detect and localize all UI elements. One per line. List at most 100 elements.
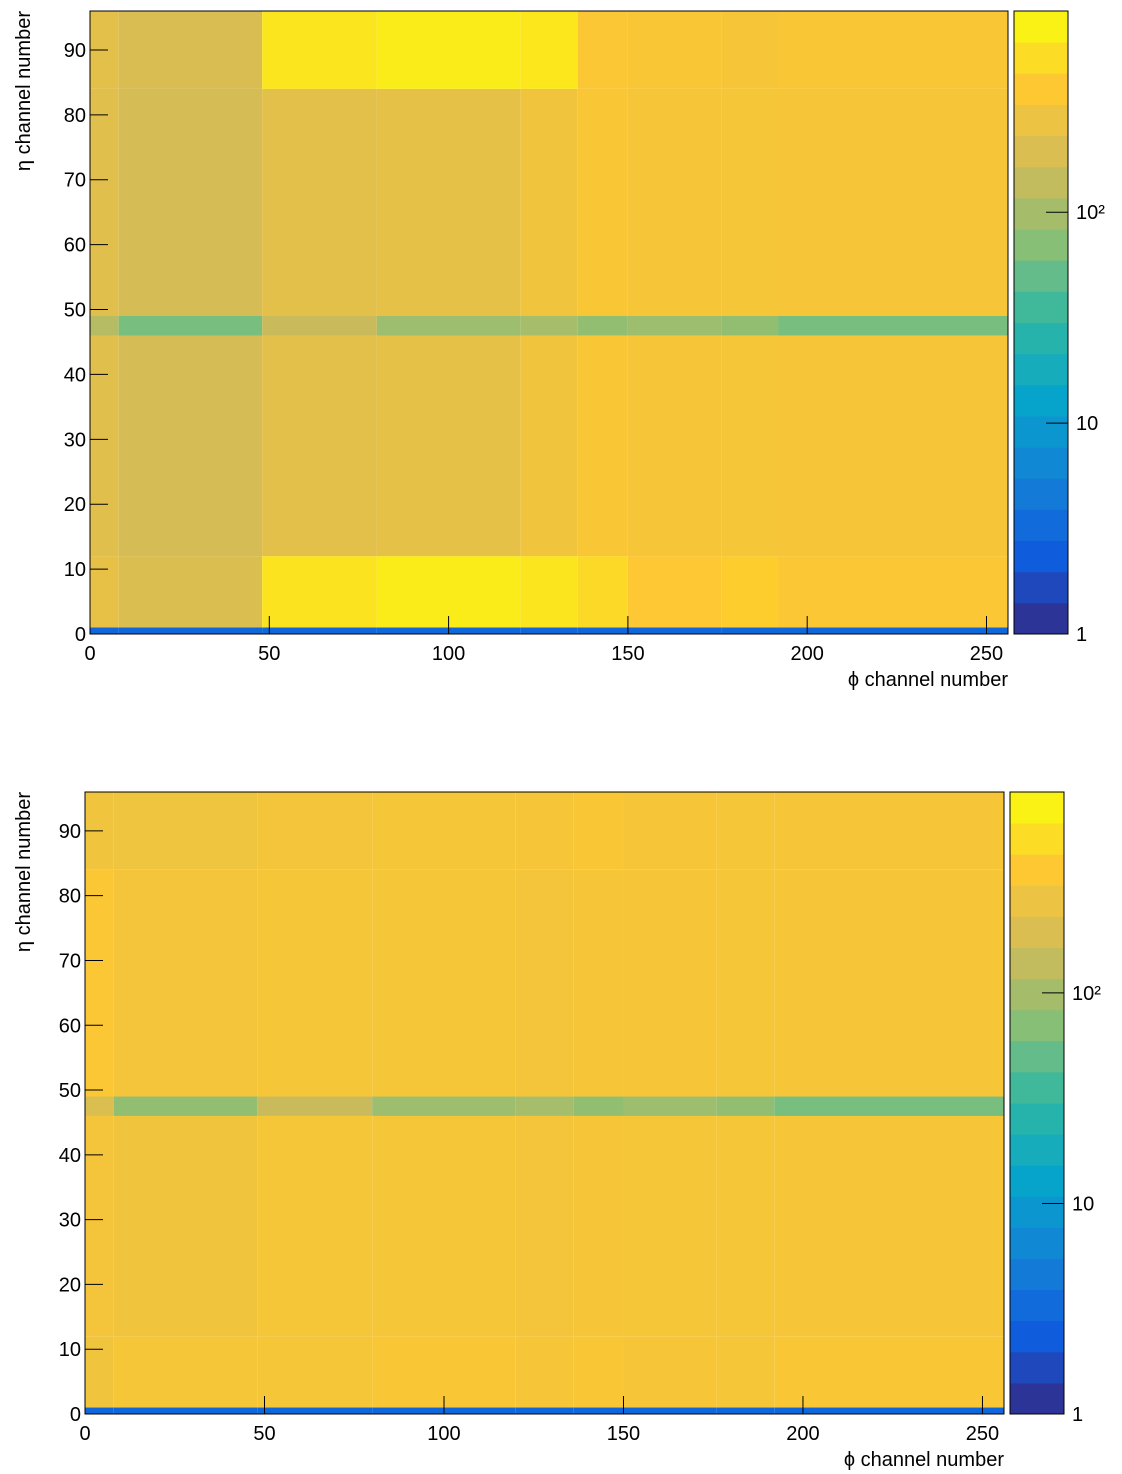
heatmap-cell xyxy=(376,88,521,317)
heatmap-cell xyxy=(721,335,779,557)
colorbar-band xyxy=(1010,1227,1064,1259)
heatmap-cell xyxy=(627,88,722,317)
heatmap-cell xyxy=(113,1096,258,1116)
heatmap-cell xyxy=(520,556,578,628)
colorbar-band xyxy=(1014,415,1068,448)
heatmap-cell xyxy=(716,869,775,1097)
heatmap-cell xyxy=(262,11,377,89)
heatmap-cell xyxy=(90,556,119,628)
x-axis-title: ϕ channel number xyxy=(848,669,1009,691)
colorbar-tick-label: 1 xyxy=(1076,624,1087,646)
colorbar-frame xyxy=(1009,791,1065,1415)
x-tick-label: 0 xyxy=(79,1423,90,1445)
heatmap-cell xyxy=(573,792,624,870)
heatmap-cell xyxy=(774,792,1004,870)
x-tick-label: 150 xyxy=(611,643,644,665)
y-tick-label: 20 xyxy=(59,1274,81,1296)
colorbar-band xyxy=(1010,854,1064,886)
heatmap-cell xyxy=(85,1115,114,1337)
heatmap-cell xyxy=(90,316,119,336)
heatmap-cell xyxy=(257,869,373,1097)
heatmap-cell xyxy=(778,88,1008,317)
x-axis-title: ϕ channel number xyxy=(844,1449,1005,1471)
colorbar-band xyxy=(1014,42,1068,74)
colorbar-band xyxy=(1010,792,1064,824)
heatmap-cell xyxy=(376,556,521,628)
heatmap-cell xyxy=(515,1407,574,1414)
heatmap-cell xyxy=(262,627,377,634)
y-tick-label: 30 xyxy=(64,429,86,451)
heatmap-cell xyxy=(623,1115,717,1337)
colorbar-band xyxy=(1014,229,1068,261)
heatmap-cell xyxy=(721,316,779,336)
heatmap-cell xyxy=(257,1115,373,1337)
heatmap-cell xyxy=(716,1407,775,1414)
x-tick-label: 50 xyxy=(258,643,280,665)
heatmap-cell xyxy=(118,316,263,336)
x-tick-label: 200 xyxy=(791,643,824,665)
colorbar-band xyxy=(1014,384,1068,417)
x-tick-label: 250 xyxy=(966,1423,999,1445)
heatmap-cell xyxy=(372,792,516,870)
y-tick-label: 30 xyxy=(59,1210,81,1232)
heatmap-cell xyxy=(515,869,574,1097)
heatmap-cell xyxy=(113,869,258,1097)
heatmap-cell xyxy=(113,1336,258,1408)
heatmap-cell xyxy=(573,869,624,1097)
heatmap-cell xyxy=(118,88,263,317)
y-tick-label: 50 xyxy=(64,300,86,322)
heatmap-cell xyxy=(376,316,521,336)
colorbar-band xyxy=(1014,322,1068,355)
heatmap-cell xyxy=(515,1336,574,1408)
colorbar-band xyxy=(1010,1134,1064,1166)
heatmap-cell xyxy=(716,792,775,870)
heatmap-cell xyxy=(90,88,119,317)
heatmap-cell xyxy=(118,556,263,628)
heatmap-cell xyxy=(257,1407,373,1414)
heatmap-cell xyxy=(774,869,1004,1097)
heatmap-cell xyxy=(778,316,1008,336)
colorbar-band xyxy=(1010,1320,1064,1353)
heatmap-cell xyxy=(118,627,263,634)
heatmap-cell xyxy=(113,1115,258,1337)
colorbar-band xyxy=(1010,1382,1064,1415)
heatmap-cell xyxy=(376,11,521,89)
colorbar-band xyxy=(1014,602,1068,635)
colorbar-band xyxy=(1010,885,1064,917)
colorbar-band xyxy=(1014,540,1068,573)
heatmap-cell xyxy=(85,1096,114,1116)
heatmap-cell xyxy=(774,1407,1004,1414)
heatmap-cell xyxy=(372,869,516,1097)
heatmap-cell xyxy=(262,556,377,628)
colorbar-band xyxy=(1010,1071,1064,1104)
heatmap-cell xyxy=(627,627,722,634)
heatmap-cell xyxy=(778,627,1008,634)
heatmap-cell xyxy=(778,556,1008,628)
heatmap-cell xyxy=(721,556,779,628)
colorbar-band xyxy=(1010,1103,1064,1135)
colorbar-tick-label: 10 xyxy=(1076,413,1098,435)
colorbar-band xyxy=(1014,166,1068,199)
heatmap-cell xyxy=(257,1096,373,1116)
colorbar-band xyxy=(1010,1289,1064,1322)
plot-frame xyxy=(89,10,1009,635)
x-tick-label: 100 xyxy=(427,1423,460,1445)
heatmap-cell xyxy=(577,627,628,634)
heatmap-cell xyxy=(774,1115,1004,1337)
colorbar-band xyxy=(1014,478,1068,510)
heatmap-cell xyxy=(577,11,628,89)
heatmap-cell xyxy=(372,1096,516,1116)
plot-frame xyxy=(84,791,1005,1415)
colorbar-band xyxy=(1014,260,1068,292)
heatmap-cell xyxy=(257,1336,373,1408)
heatmap-cell xyxy=(262,316,377,336)
y-tick-label: 70 xyxy=(64,170,86,192)
heatmap-cell xyxy=(573,1407,624,1414)
colorbar-band xyxy=(1010,916,1064,948)
colorbar-tick-label: 10 xyxy=(1072,1193,1094,1215)
colorbar-band xyxy=(1014,447,1068,479)
y-tick-label: 0 xyxy=(75,624,86,646)
y-tick-label: 60 xyxy=(64,235,86,257)
heatmap-cell xyxy=(372,1336,516,1408)
